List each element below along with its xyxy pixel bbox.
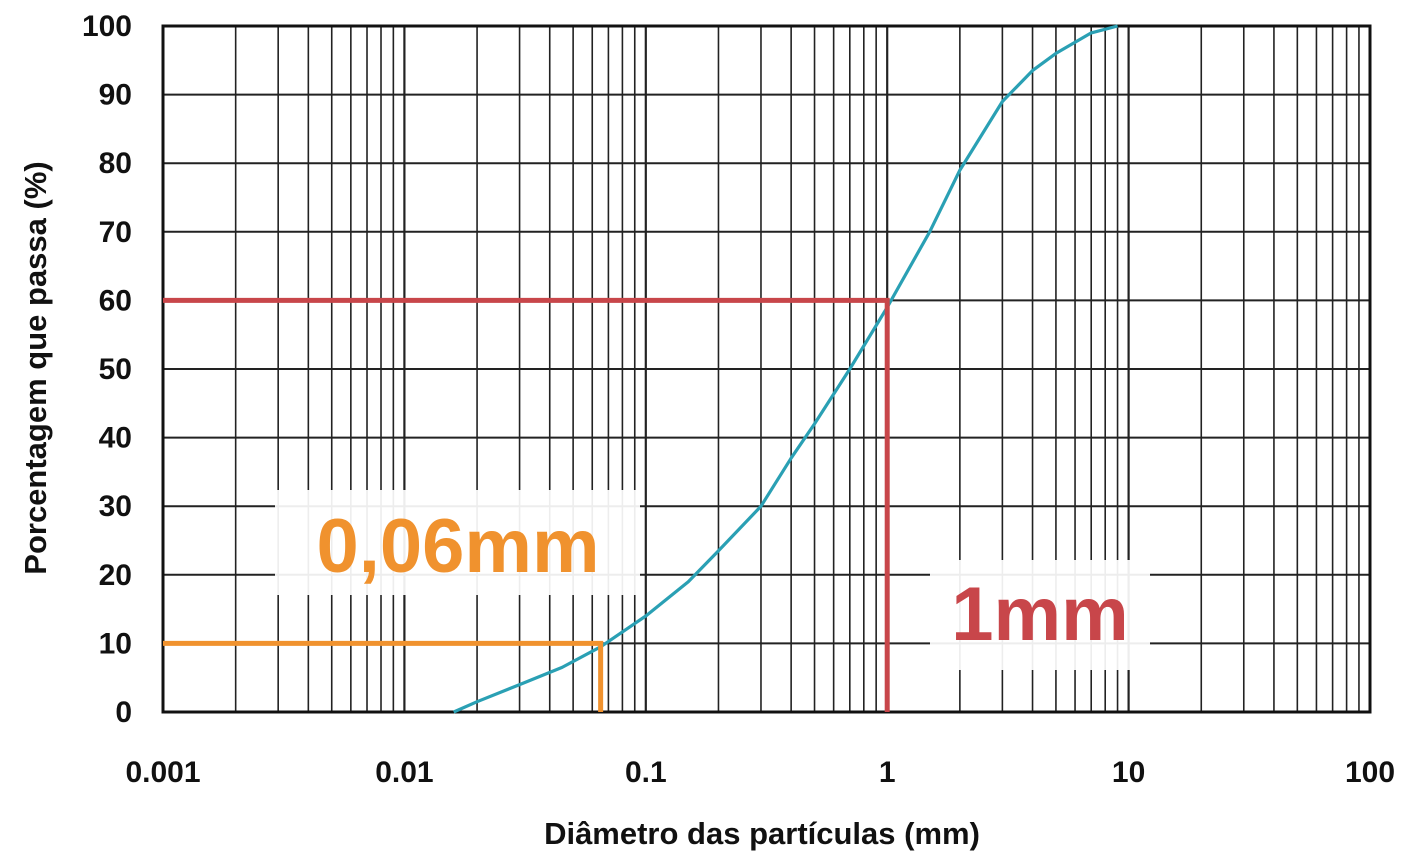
annotation-label-bg bbox=[930, 560, 1150, 670]
y-tick-label: 60 bbox=[99, 284, 132, 317]
y-tick-label: 70 bbox=[99, 216, 132, 249]
y-tick-label: 30 bbox=[99, 490, 132, 523]
y-axis-label: Porcentagem que passa (%) bbox=[18, 161, 53, 574]
y-tick-label: 50 bbox=[99, 353, 132, 386]
y-tick-label: 100 bbox=[82, 10, 132, 43]
x-tick-label: 0.001 bbox=[125, 756, 200, 789]
x-tick-label: 0.1 bbox=[625, 756, 667, 789]
x-tick-labels: 0.001 0.01 0.1 1 10 100 bbox=[125, 756, 1395, 789]
plot-frame bbox=[161, 24, 1372, 714]
grid bbox=[161, 25, 1370, 713]
y-tick-label: 40 bbox=[99, 422, 132, 455]
y-tick-label: 10 bbox=[99, 627, 132, 660]
x-tick-label: 10 bbox=[1112, 756, 1145, 789]
y-tick-label: 80 bbox=[99, 147, 132, 180]
x-tick-label: 100 bbox=[1345, 756, 1395, 789]
annotation-label-1mm: 1mm bbox=[951, 572, 1128, 657]
annotation-line bbox=[163, 297, 890, 712]
annotation-layer: 0,06mm 1mm bbox=[163, 297, 1150, 712]
x-axis-label: Diâmetro das partículas (mm) bbox=[544, 816, 980, 851]
y-tick-label: 90 bbox=[99, 79, 132, 112]
x-tick-label: 1 bbox=[879, 756, 896, 789]
annotation-label-006mm: 0,06mm bbox=[316, 504, 599, 589]
annotation-label-bg bbox=[275, 490, 640, 595]
annotation-line bbox=[163, 640, 604, 712]
y-tick-labels: 0 10 20 30 40 50 60 70 80 90 100 bbox=[82, 10, 132, 729]
y-tick-label: 0 bbox=[115, 696, 132, 729]
grain-size-curve bbox=[453, 24, 1119, 714]
x-tick-label: 0.01 bbox=[375, 756, 433, 789]
y-tick-label: 20 bbox=[99, 559, 132, 592]
series-layer bbox=[453, 24, 1119, 714]
